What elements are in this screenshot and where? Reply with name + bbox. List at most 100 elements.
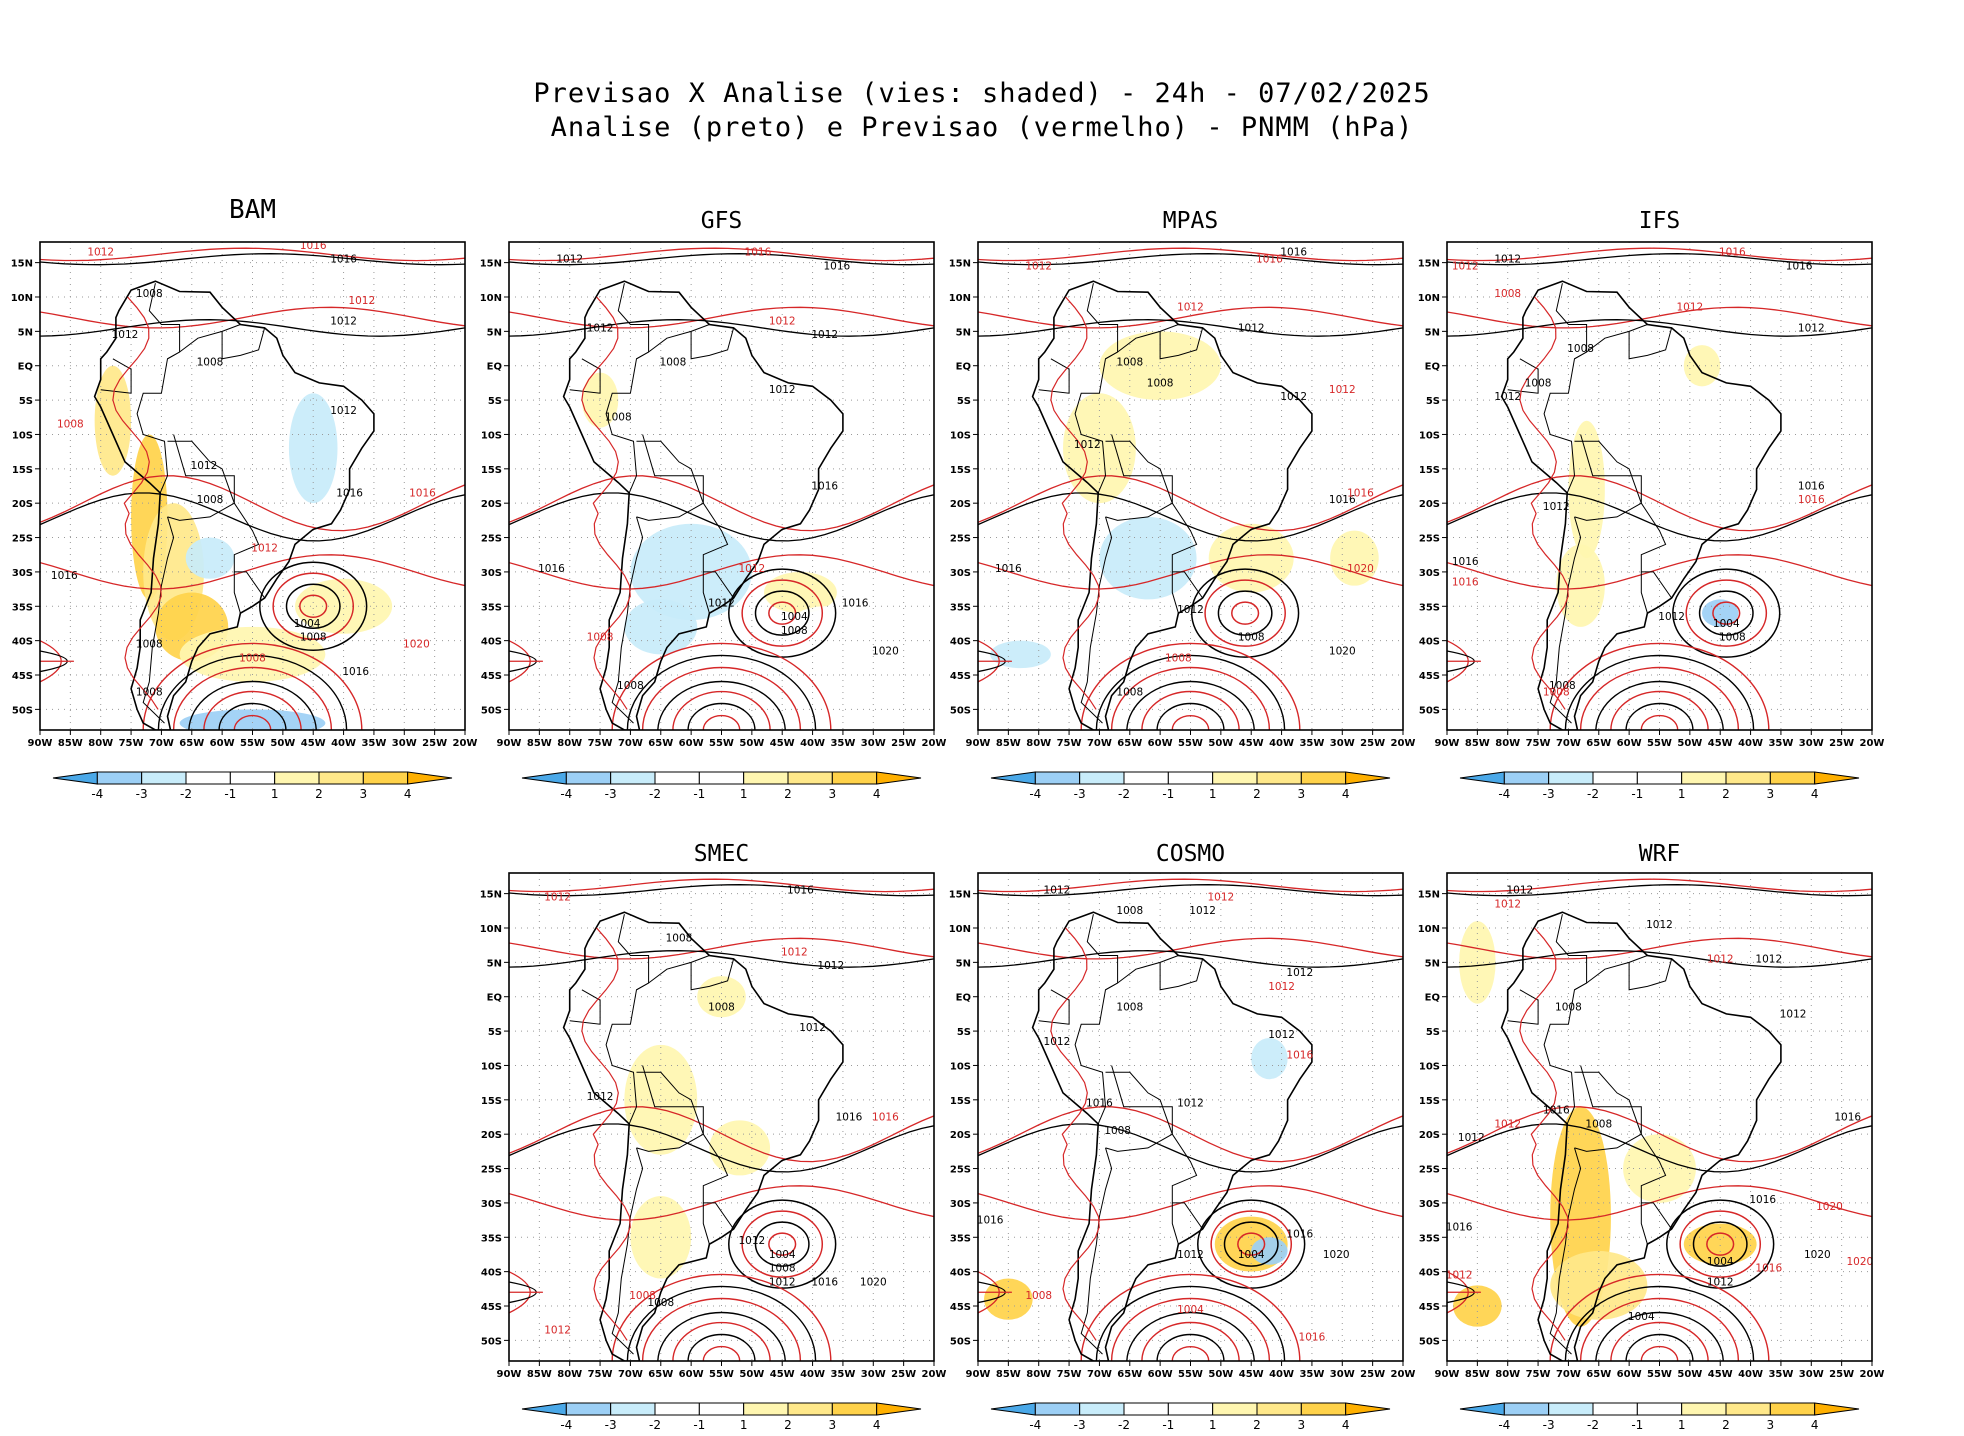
- isobar-forecast: [978, 1106, 1403, 1163]
- y-tick-label: 15S: [481, 465, 502, 476]
- colorbar-tick-label: -3: [1543, 1418, 1555, 1432]
- southern-isobar-arc: [1625, 1333, 1694, 1361]
- colorbar-segment: [96, 771, 143, 785]
- isobar-label-forecast: 1016: [1452, 577, 1479, 589]
- caribbean-coastline: [1477, 839, 1538, 861]
- x-tick-label: 75W: [1526, 1369, 1551, 1380]
- x-tick-label: 60W: [1617, 1369, 1642, 1380]
- x-tick-label: 70W: [618, 738, 643, 749]
- low-isobar-ring: [1204, 579, 1286, 647]
- y-tick-label: 40S: [12, 637, 33, 648]
- colorbar-tick-label: -1: [1631, 787, 1643, 801]
- isobar-forecast: [1447, 475, 1872, 532]
- x-tick-label: 55W: [1647, 738, 1672, 749]
- isobar-label-forecast: 1012: [1707, 953, 1734, 965]
- x-tick-label: 80W: [557, 738, 582, 749]
- country-border: [636, 1071, 704, 1135]
- bias-shade-2: [1683, 1223, 1757, 1265]
- x-tick-label: 60W: [1148, 1369, 1173, 1380]
- low-isobar-ring: [1223, 1221, 1279, 1267]
- isobar-label-analysis: 1012: [769, 1276, 796, 1288]
- x-tick-label: 80W: [557, 1369, 582, 1380]
- isobar-analysis: [1447, 492, 1872, 542]
- colorbar-arrow-left: [52, 771, 98, 785]
- x-tick-label: 75W: [1057, 738, 1082, 749]
- colorbar-tick-label: 2: [784, 1418, 792, 1432]
- country-border: [1105, 1071, 1173, 1135]
- isobar-label-analysis: 1012: [1646, 919, 1673, 931]
- x-tick-label: 35W: [830, 1369, 855, 1380]
- isobar-label-analysis: 1012: [817, 960, 844, 972]
- isobar-label-forecast: 1012: [1452, 260, 1479, 272]
- isobar-label-analysis: 1012: [1506, 885, 1533, 897]
- southern-isobar-arc: [1080, 1273, 1301, 1361]
- y-tick-label: 25S: [481, 1165, 502, 1176]
- panel-title-mpas: MPAS: [1163, 208, 1218, 234]
- y-tick-label: 25S: [12, 534, 33, 545]
- y-tick-label: 10S: [481, 1061, 502, 1072]
- colorbar-tick-label: -2: [1118, 787, 1130, 801]
- country-border: [702, 571, 710, 614]
- colorbar-tick-label: -2: [1587, 787, 1599, 801]
- low-isobar-ring: [1666, 1199, 1775, 1289]
- colorbar-segment: [1034, 1402, 1081, 1416]
- country-border: [1580, 434, 1642, 504]
- panel-title-wrf: WRF: [1639, 841, 1681, 867]
- y-tick-label: 40S: [950, 637, 971, 648]
- x-tick-label: 80W: [1495, 738, 1520, 749]
- southern-isobar-arc: [1080, 642, 1301, 730]
- colorbar: -4 -3 -2 -1 1 2 3 4: [990, 1402, 1391, 1432]
- southern-isobar-arc: [233, 714, 272, 730]
- y-tick-label: 40S: [950, 1268, 971, 1279]
- isobar-label-analysis: 1008: [1567, 343, 1594, 355]
- country-border: [1574, 502, 1673, 599]
- y-tick-label: 35S: [950, 602, 971, 613]
- isobar-label-analysis: 1012: [708, 597, 735, 609]
- isobar-label-analysis: 1016: [836, 1111, 863, 1123]
- isobar-label-analysis: 1012: [191, 460, 218, 472]
- panel-plot-area: 1016 1012 1008 1012 1008 1012 1016 1012 1008 1016…: [40, 242, 465, 730]
- country-border: [1507, 989, 1539, 1025]
- southern-isobar-arc: [641, 1297, 802, 1361]
- colorbar-segment: [1769, 771, 1816, 785]
- southern-isobar-arc: [1595, 680, 1724, 730]
- x-tick-label: 50W: [1677, 1369, 1702, 1380]
- bias-shade-1: [1220, 962, 1343, 1032]
- isobar-label-forecast: 1012: [87, 247, 114, 259]
- isobar-analysis: [978, 253, 1403, 266]
- isobar-label-forecast: 1012: [1494, 1118, 1521, 1130]
- isobar-label-analysis: 1008: [1555, 1001, 1582, 1013]
- isobar-label-analysis: 1004: [769, 1249, 796, 1261]
- caribbean-coastline: [1477, 208, 1538, 230]
- southern-isobar-arc: [142, 642, 363, 730]
- colorbar-segment: [610, 1402, 656, 1416]
- isobar-label-analysis: 1016: [977, 1215, 1004, 1227]
- caribbean-coastline: [1008, 208, 1069, 230]
- isobar-forecast: [509, 937, 934, 960]
- isobar-analysis: [509, 1123, 934, 1173]
- y-tick-label: 10N: [949, 924, 971, 935]
- y-tick-label: 50S: [481, 1336, 502, 1347]
- country-border: [636, 502, 735, 599]
- southern-isobar-arc: [203, 690, 302, 730]
- southern-isobar-arc: [1156, 1333, 1225, 1361]
- y-tick-label: 40S: [481, 637, 502, 648]
- bias-shade-1: [630, 1196, 692, 1279]
- colorbar-tick-label: -3: [1074, 787, 1086, 801]
- isobar-forecast: [40, 475, 465, 532]
- y-tick-label: 10N: [1418, 924, 1440, 935]
- colorbar-segment: [141, 771, 187, 785]
- southern-isobar-arc: [1141, 1321, 1240, 1361]
- isobar-label-analysis: 1012: [1494, 254, 1521, 266]
- isobar-label-forecast: 1016: [1286, 1050, 1313, 1062]
- country-border: [1038, 358, 1070, 394]
- low-isobar-ring: [1237, 1232, 1266, 1256]
- colorbar-tick-label: 1: [740, 787, 748, 801]
- y-tick-label: 30S: [1419, 1199, 1440, 1210]
- isobar-label-forecast: 1012: [544, 891, 571, 903]
- colorbar: -4 -3 -2 -1 1 2 3 4: [990, 771, 1391, 801]
- y-tick-label: 20S: [1419, 1130, 1440, 1141]
- x-tick-label: 70W: [1556, 1369, 1581, 1380]
- caribbean-coastline: [539, 839, 600, 861]
- isobar-label-analysis: 1008: [197, 357, 224, 369]
